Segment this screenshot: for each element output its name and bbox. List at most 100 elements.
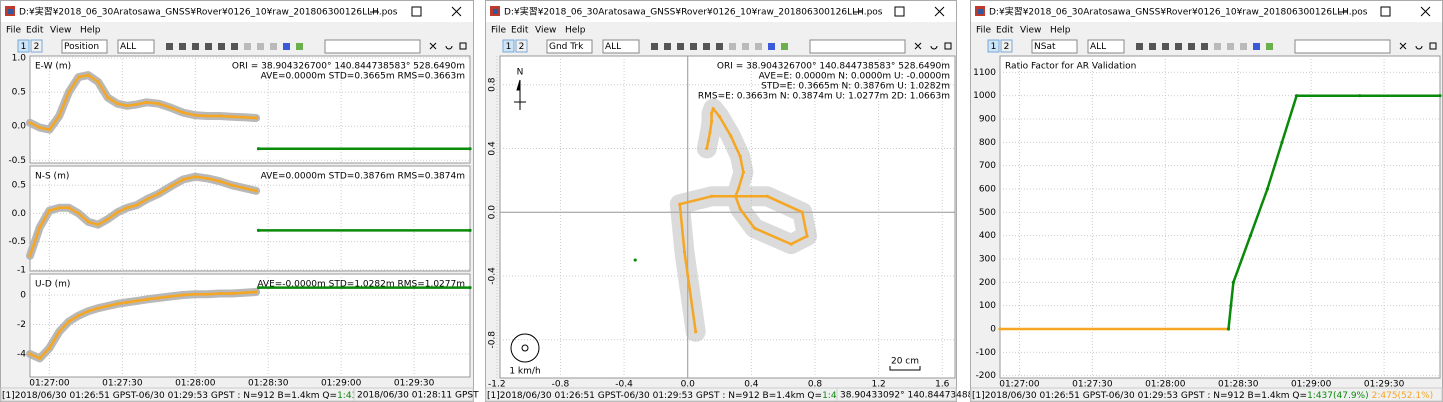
time-scrollbar[interactable] [809, 39, 906, 54]
data-point [711, 107, 715, 111]
toolbar-icon[interactable] [690, 43, 697, 50]
toolbar-icon[interactable] [1214, 43, 1221, 50]
toolbar-tools[interactable] [1399, 42, 1437, 50]
toolbar-icon[interactable] [664, 43, 671, 50]
toolbar-icon[interactable] [1162, 43, 1169, 50]
toolbar-icon[interactable] [677, 43, 684, 50]
data-point [1265, 187, 1270, 191]
menu-item[interactable]: View [535, 26, 556, 36]
toolbar-icon[interactable] [166, 43, 173, 50]
toolbar-icon[interactable] [257, 43, 264, 50]
data-point [998, 327, 1002, 331]
sat-select[interactable] [602, 39, 640, 54]
sat-select[interactable] [117, 39, 155, 54]
toolbar-icon[interactable] [1136, 43, 1143, 50]
data-point [805, 234, 809, 238]
data-point [157, 192, 161, 196]
menu-item[interactable]: File [976, 26, 992, 36]
toolbar-button[interactable] [30, 39, 43, 53]
window-title: D:¥実習¥2018_06_30Aratosawa_GNSS¥Rover¥012… [19, 6, 398, 18]
toolbar-icon[interactable] [651, 43, 658, 50]
menu-item[interactable]: Edit [511, 26, 529, 36]
toolbar-icon[interactable] [205, 43, 212, 50]
toolbar-icon[interactable] [742, 43, 749, 50]
time-scrollbar[interactable] [324, 39, 421, 54]
y-tick-label: 0 [20, 290, 26, 300]
y-tick-label: 600 [979, 185, 996, 195]
toolbar-icon[interactable] [1266, 43, 1273, 50]
menu-item[interactable]: Help [565, 26, 586, 36]
close-button[interactable] [1420, 6, 1431, 17]
maximize-button[interactable] [894, 6, 905, 17]
toolbar-icon[interactable] [1240, 43, 1247, 50]
data-point [135, 102, 139, 106]
close-button[interactable] [451, 6, 462, 17]
toolbar-icon[interactable] [192, 43, 199, 50]
x-tick-label: 0.8 [808, 380, 823, 390]
toolbar-icon[interactable] [1149, 43, 1156, 50]
toolbar-icon[interactable] [283, 43, 290, 50]
toolbar-icon[interactable] [703, 43, 710, 50]
toolbar-button[interactable] [1000, 39, 1013, 53]
toolbar-icon[interactable] [179, 43, 186, 50]
toolbar-icon[interactable] [231, 43, 238, 50]
data-point [242, 115, 246, 119]
toolbar-icon[interactable] [1201, 43, 1208, 50]
menu-item[interactable]: File [6, 26, 22, 36]
x-tick-label: -0.4 [615, 380, 633, 390]
plot-type-select[interactable] [546, 39, 593, 54]
data-point [67, 206, 71, 210]
data-point [193, 113, 197, 117]
toolbar-button[interactable] [987, 39, 1000, 53]
menu-item[interactable]: Help [80, 26, 101, 36]
menu-item[interactable]: View [50, 26, 71, 36]
toolbar-icon[interactable] [781, 43, 788, 50]
x-tick-label: 01:29:30 [1364, 380, 1405, 390]
toolbar-icon[interactable] [729, 43, 736, 50]
data-point [28, 254, 32, 258]
toolbar-icon[interactable] [296, 43, 303, 50]
maximize-button[interactable] [1380, 6, 1391, 17]
toolbar-icon[interactable] [1175, 43, 1182, 50]
menu-item[interactable]: View [1020, 26, 1041, 36]
toolbar-icon[interactable] [1227, 43, 1234, 50]
toolbar-tools[interactable] [914, 42, 952, 50]
time-scrollbar[interactable] [1294, 39, 1391, 54]
toolbar-icon[interactable] [716, 43, 723, 50]
data-point [205, 292, 210, 296]
toolbar-tools[interactable] [429, 42, 467, 50]
title-bar [486, 1, 956, 22]
close-button[interactable] [934, 6, 945, 17]
data-point [57, 330, 61, 334]
plot-annotation: AVE=0.0000m STD=0.3876m RMS=0.3874m [261, 172, 465, 182]
data-point [709, 119, 714, 123]
toolbar-button[interactable] [17, 39, 30, 53]
plot-type-select[interactable] [61, 39, 108, 54]
toolbar-icon[interactable] [755, 43, 762, 50]
toolbar-icon[interactable] [218, 43, 225, 50]
data-point [1248, 234, 1252, 238]
menu-item[interactable]: File [491, 26, 507, 36]
menu-item[interactable]: Help [1050, 26, 1071, 36]
toolbar-icon[interactable] [1253, 43, 1260, 50]
sat-select[interactable] [1087, 39, 1125, 54]
data-point [738, 207, 742, 211]
plot-type-select[interactable] [1031, 39, 1078, 54]
toolbar-icon[interactable] [768, 43, 775, 50]
data-point [67, 90, 71, 94]
north-label: N [517, 68, 524, 78]
toolbar-button[interactable] [515, 39, 528, 53]
toolbar-icon[interactable] [1188, 43, 1195, 50]
toolbar-icon[interactable] [270, 43, 277, 50]
series-line [28, 175, 257, 257]
toolbar-icon[interactable] [244, 43, 251, 50]
series-line [29, 73, 257, 131]
menu-item[interactable]: Edit [996, 26, 1014, 36]
menu-item[interactable]: Edit [26, 26, 44, 36]
scale-label: 20 cm [891, 357, 919, 367]
data-point [254, 189, 258, 193]
toolbar-button[interactable] [502, 39, 515, 53]
maximize-button[interactable] [411, 6, 422, 17]
data-point [678, 202, 682, 206]
